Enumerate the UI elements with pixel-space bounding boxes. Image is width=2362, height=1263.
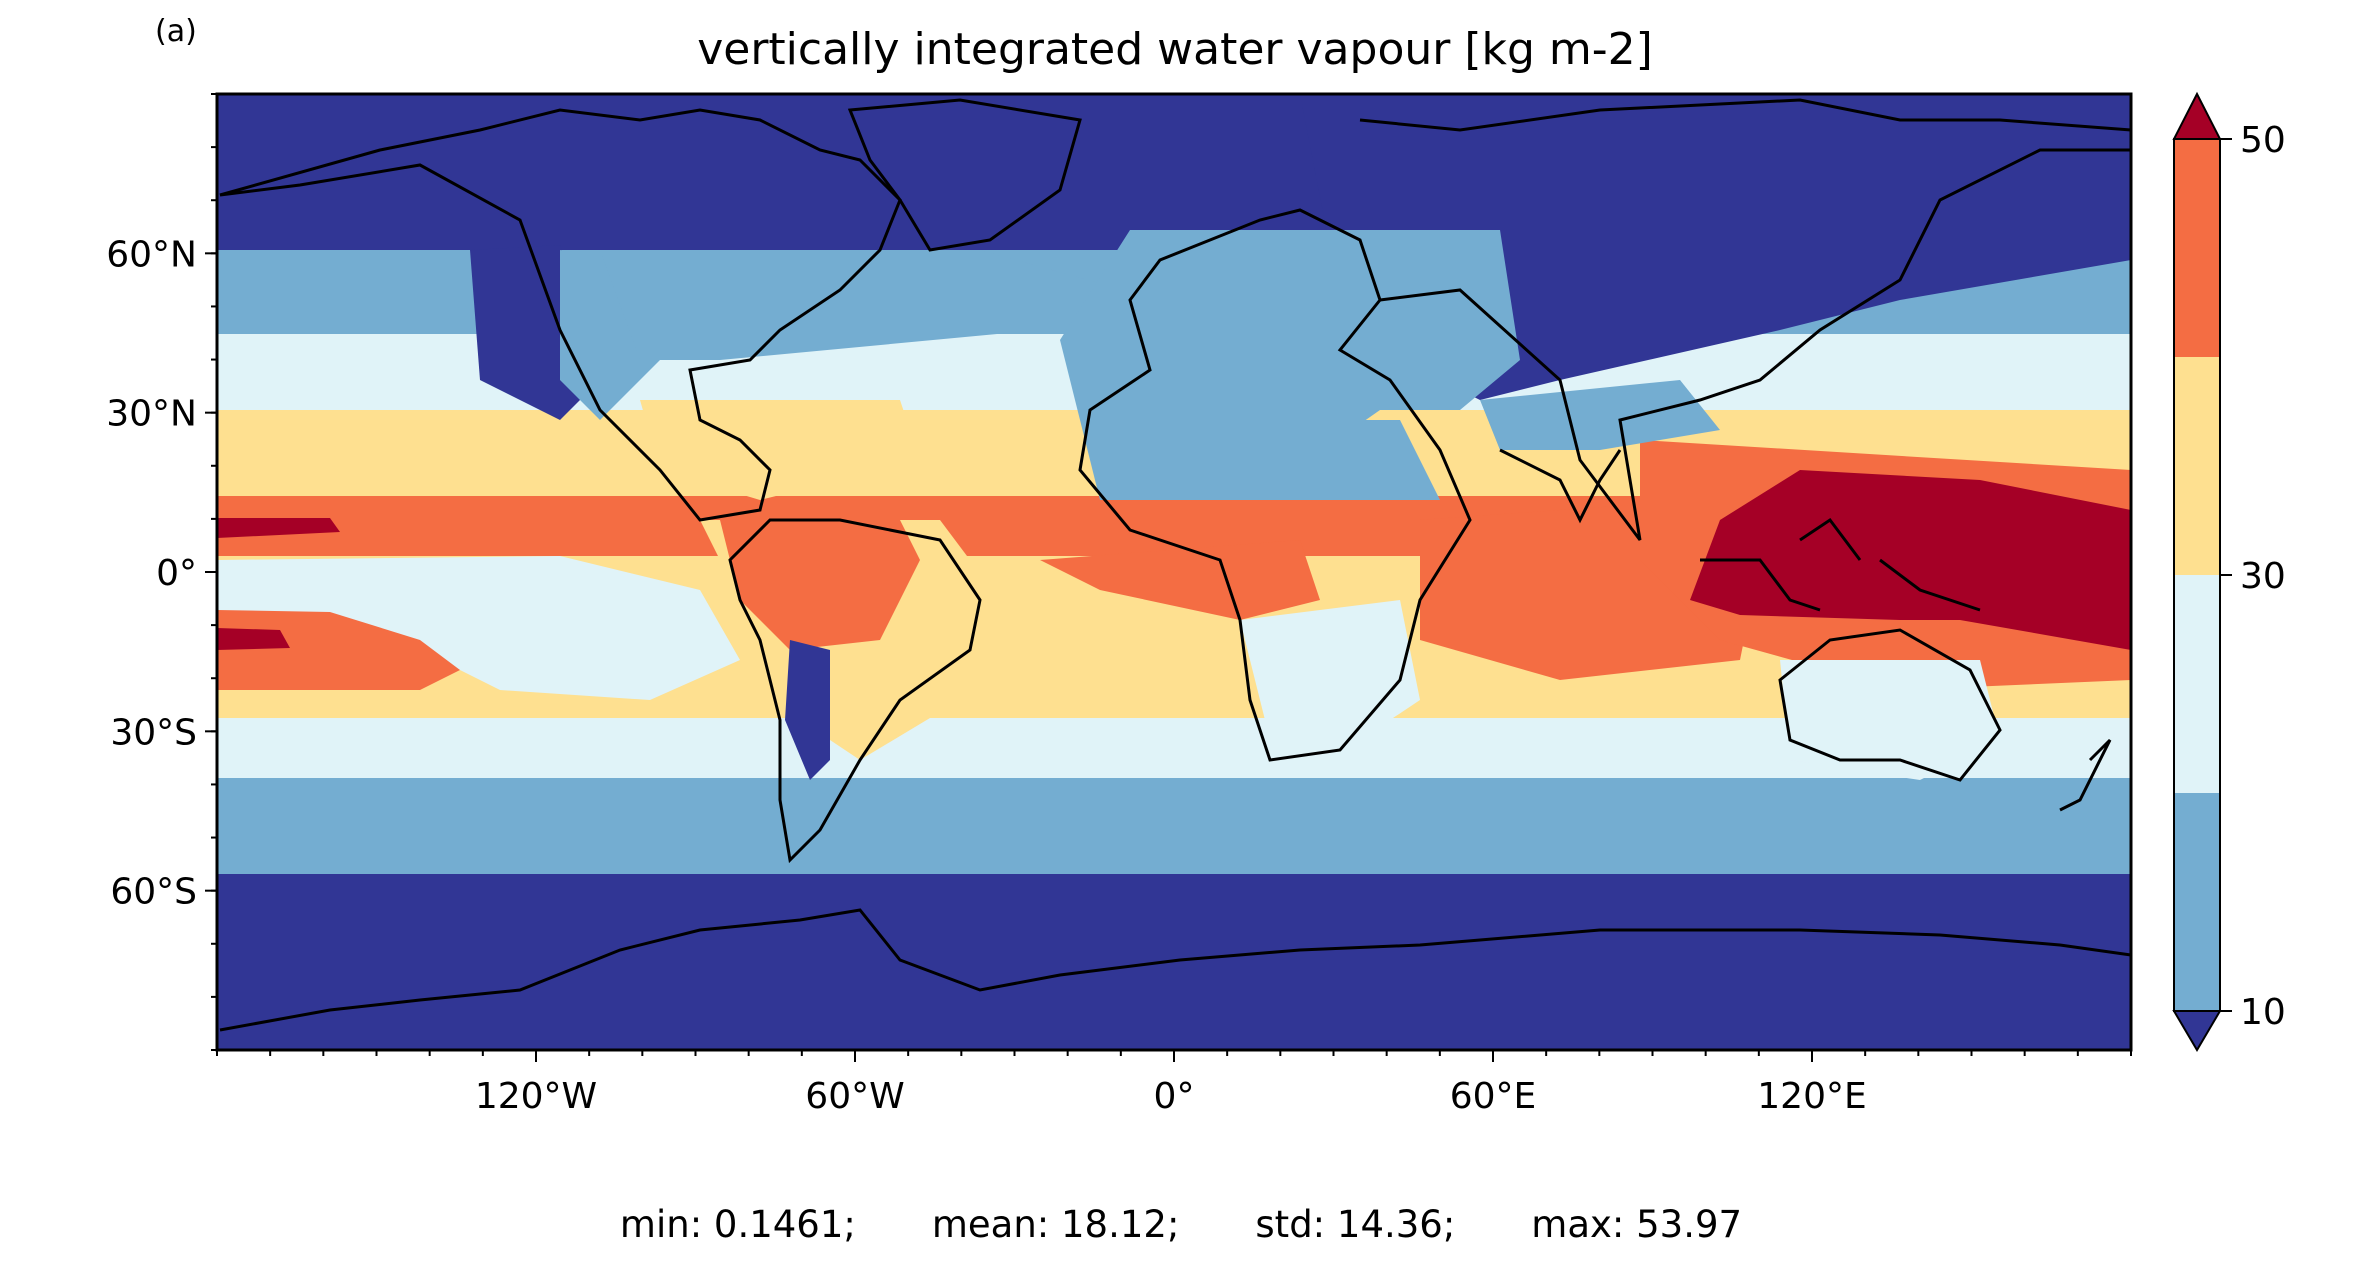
stat-min: min: 0.1461; bbox=[619, 1203, 856, 1246]
panel-label: (a) bbox=[155, 14, 197, 49]
sahara-dry bbox=[1080, 420, 1440, 500]
colorbar bbox=[2172, 91, 2222, 1052]
australia-dry bbox=[1780, 660, 2000, 780]
y-tick-label: 30°S bbox=[110, 712, 197, 753]
eurasia-moist bbox=[1060, 230, 1520, 480]
y-tick-label: 0° bbox=[156, 553, 197, 594]
south-pacific-max bbox=[217, 628, 290, 650]
colorbar-extend-min bbox=[2172, 1010, 2222, 1052]
map-title: vertically integrated water vapour [kg m… bbox=[697, 24, 1653, 75]
himalaya-dry bbox=[1480, 380, 1720, 450]
coast-greenland bbox=[847, 98, 1082, 252]
x-tick-label: 120°W bbox=[475, 1076, 597, 1117]
colorbar-segment-10-20 bbox=[2174, 793, 2220, 1011]
stat-mean: mean: 18.12; bbox=[931, 1203, 1180, 1246]
y-tick-label: 60°S bbox=[110, 872, 197, 913]
band-southern-midlat bbox=[217, 778, 2131, 878]
x-tick-label: 0° bbox=[1154, 1076, 1195, 1117]
east-pacific-cool-tongue bbox=[217, 556, 740, 700]
coast-asia bbox=[1359, 98, 2131, 541]
colorbar-tick-label: 30 bbox=[2240, 556, 2286, 597]
coast-maritime-continent bbox=[1700, 517, 1981, 612]
colorbar-tick-label: 50 bbox=[2240, 120, 2286, 161]
statistics-line: min: 0.1461; mean: 18.12; std: 14.36; max: … bbox=[0, 1203, 2362, 1246]
colorbar-segment-20-30 bbox=[2174, 575, 2220, 793]
y-tick-label: 30°N bbox=[106, 394, 197, 435]
warm-pool-max bbox=[1690, 470, 2131, 650]
andes-dry bbox=[785, 640, 830, 780]
amazon-wet bbox=[720, 520, 920, 650]
x-axis: 120°W 60°W 0° 60°E 120°E bbox=[475, 1050, 1867, 1117]
coast-south-america bbox=[728, 518, 982, 864]
x-tick-label: 60°W bbox=[805, 1076, 904, 1117]
colorbar-segment-30-40 bbox=[2174, 357, 2220, 575]
colorbar-segment-40-50 bbox=[2174, 139, 2220, 357]
coastlines bbox=[219, 98, 2131, 1032]
x-tick-label: 120°E bbox=[1757, 1076, 1866, 1117]
water-vapour-field bbox=[217, 94, 2131, 1050]
southern-africa-moist bbox=[1240, 600, 1420, 760]
x-tick-label: 60°E bbox=[1450, 1076, 1537, 1117]
stat-max: max: 53.97 bbox=[1531, 1203, 1743, 1246]
y-tick-label: 60°N bbox=[106, 234, 197, 275]
stat-std: std: 14.36; bbox=[1255, 1203, 1456, 1246]
coast-antarctica bbox=[219, 908, 2131, 1032]
coast-india bbox=[1499, 448, 1622, 524]
equatorial-atlantic-wet bbox=[1040, 540, 1320, 620]
y-axis: 60°N 30°N 0° 30°S 60°S bbox=[106, 234, 217, 913]
colorbar-tick-label: 10 bbox=[2240, 992, 2286, 1033]
east-pacific-max bbox=[217, 518, 340, 538]
coast-new-zealand bbox=[2059, 738, 2112, 812]
colorbar-ticks: 10 30 50 bbox=[2220, 120, 2286, 1033]
colorbar-extend-max bbox=[2172, 91, 2222, 140]
coast-europe-africa bbox=[1078, 208, 1472, 762]
north-atlantic-dry bbox=[600, 250, 1200, 360]
coast-north-america bbox=[219, 108, 902, 522]
coast-australia bbox=[1778, 628, 2002, 782]
